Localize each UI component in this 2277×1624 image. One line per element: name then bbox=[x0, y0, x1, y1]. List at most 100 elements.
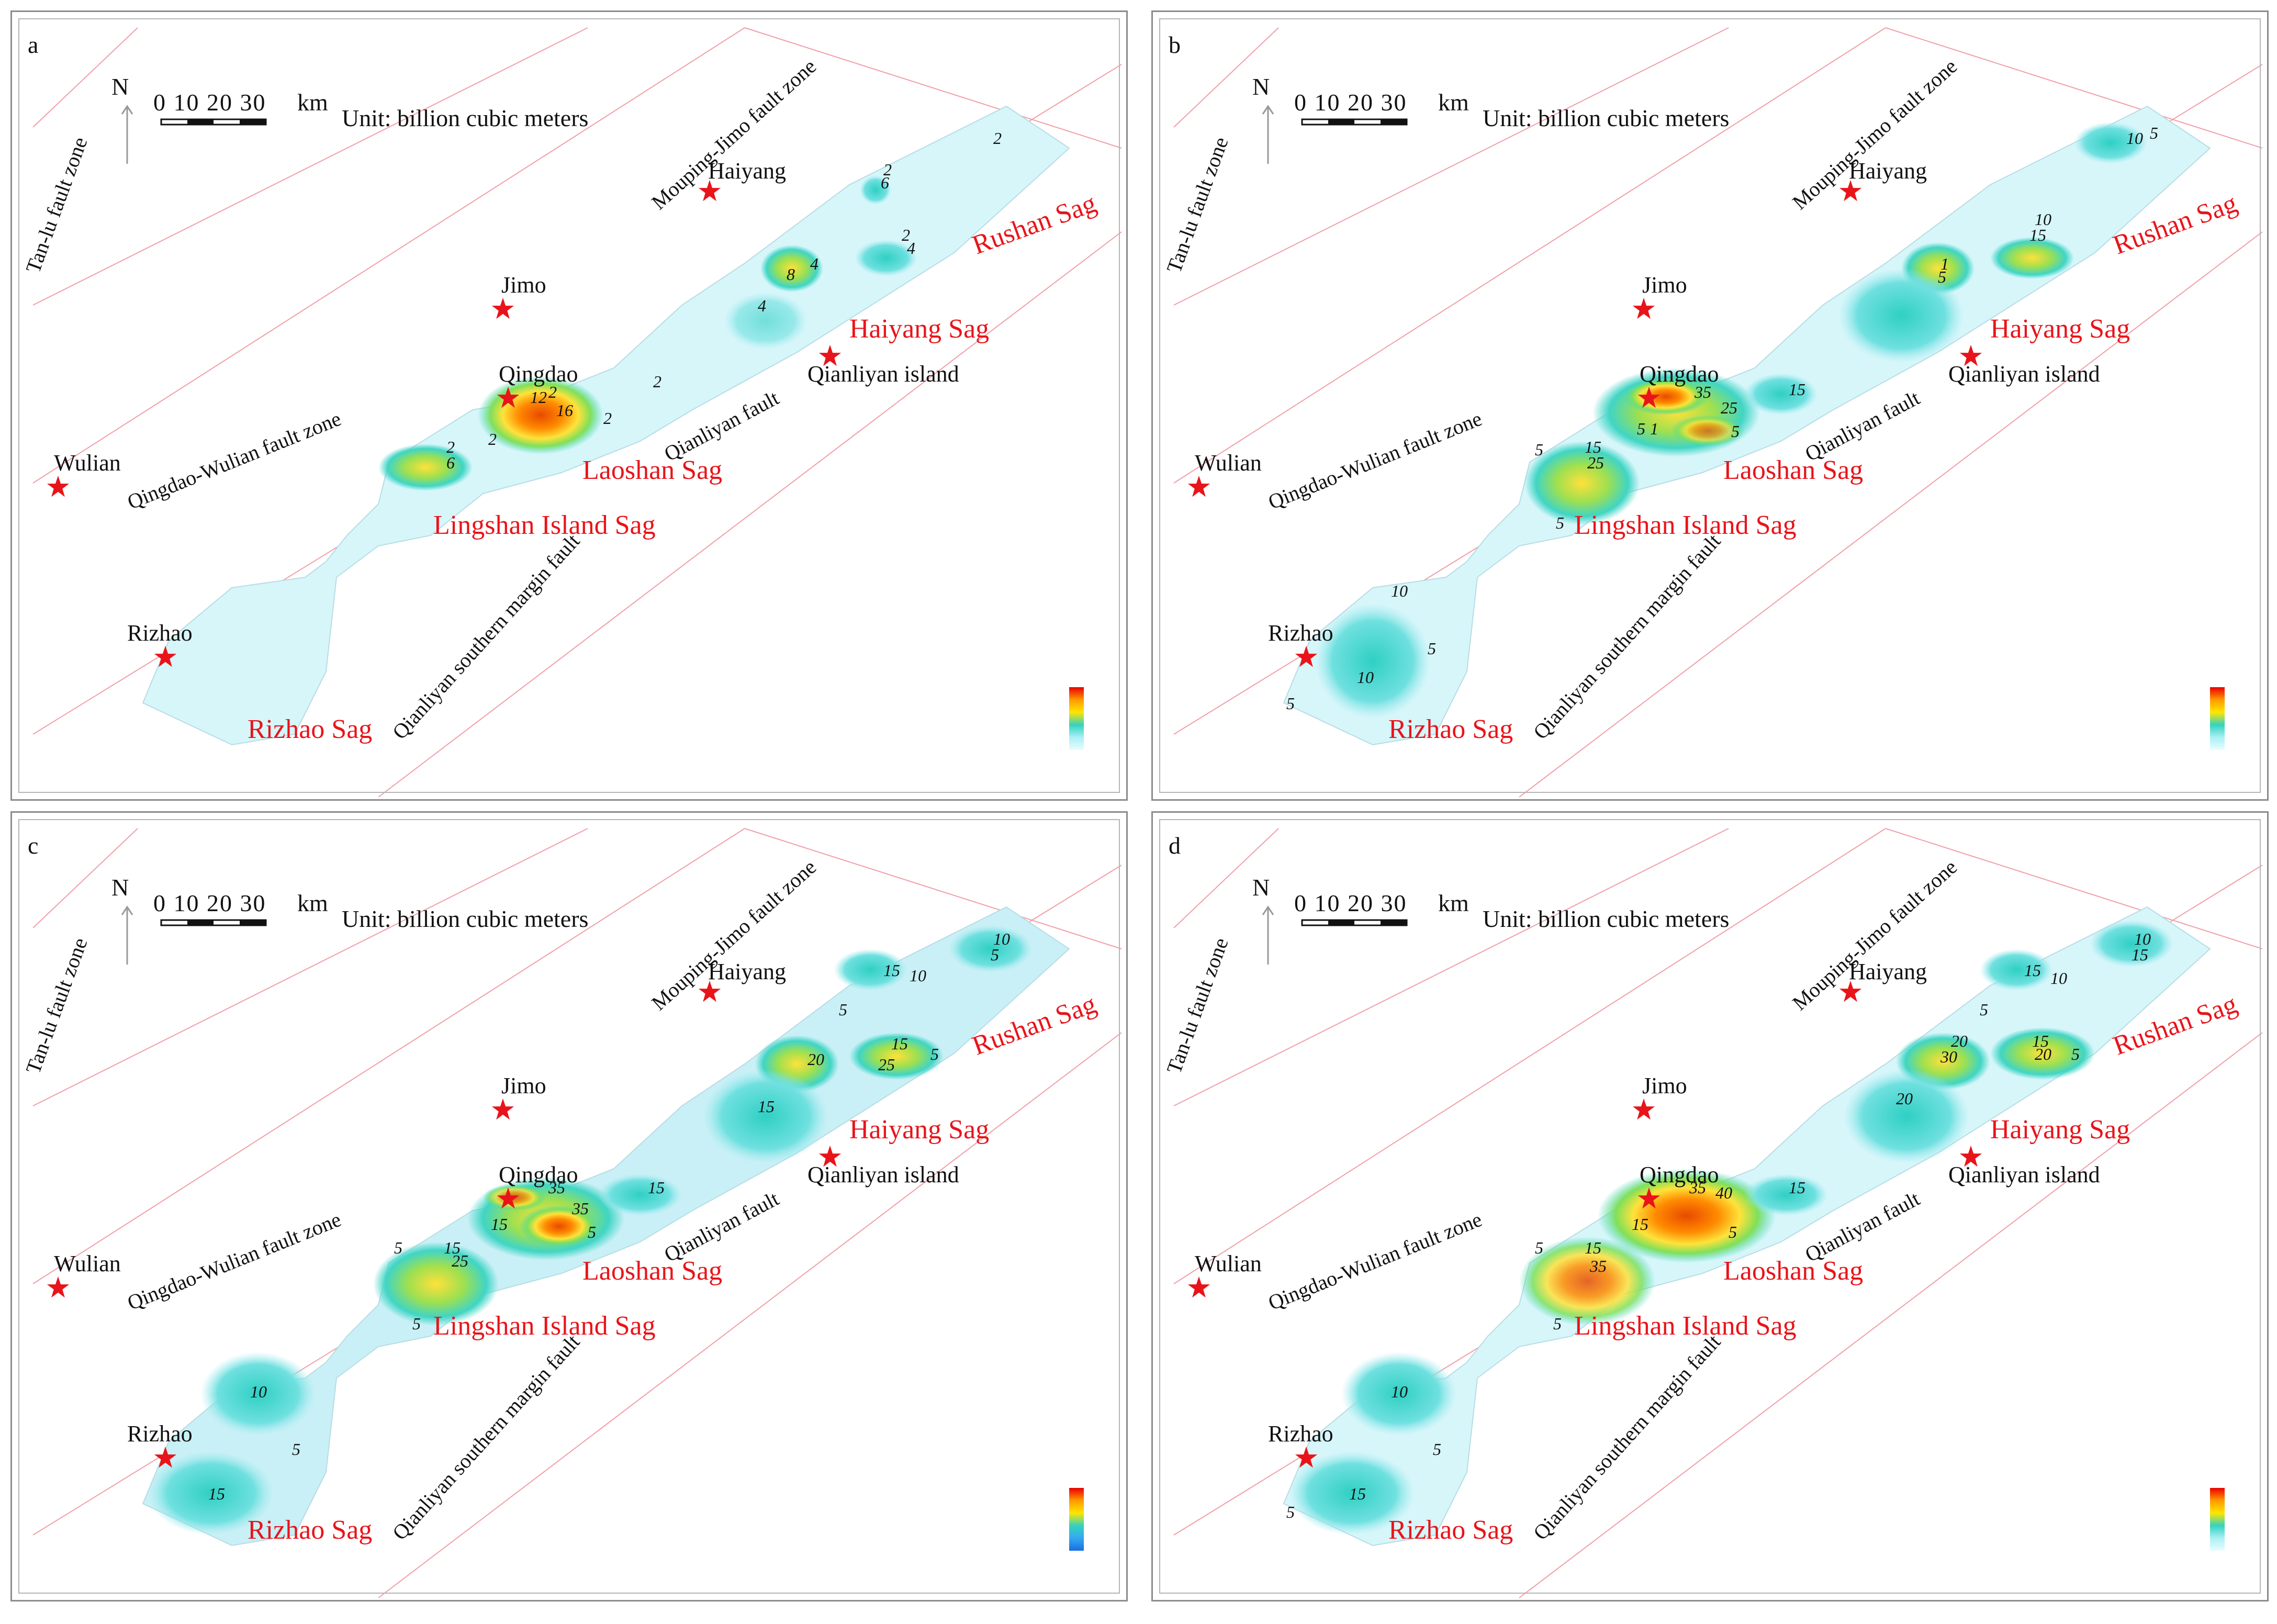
basin-outline bbox=[142, 105, 1070, 746]
color-legend bbox=[2210, 687, 2225, 750]
contour-label: 5 bbox=[1428, 639, 1436, 658]
panel-letter: c bbox=[28, 832, 39, 859]
contour-label: 5 bbox=[1553, 1314, 1562, 1333]
color-legend bbox=[1069, 687, 1084, 750]
contour-label: 10 bbox=[910, 966, 926, 985]
contour-label: 4 bbox=[810, 254, 818, 273]
north-arrow-icon bbox=[121, 105, 133, 164]
contour-label: 5 bbox=[991, 945, 999, 964]
contour-label: 10 bbox=[2126, 129, 2143, 148]
unit-label: Unit: billion cubic meters bbox=[1483, 905, 1730, 932]
contour-label: 25 bbox=[452, 1251, 468, 1270]
contour-label: 5 bbox=[1286, 1503, 1295, 1521]
sag-haiyang: Haiyang Sag bbox=[849, 1115, 990, 1145]
city-wulian: Wulian bbox=[54, 450, 121, 476]
unit-label: Unit: billion cubic meters bbox=[1483, 105, 1730, 131]
city-jimo: Jimo bbox=[1642, 272, 1687, 298]
north-arrow-icon bbox=[121, 905, 133, 965]
city-qianliyan: Qianliyan island bbox=[807, 1162, 959, 1188]
contour-label: 15 bbox=[2024, 961, 2041, 980]
contour-label: 15 bbox=[1789, 1178, 1805, 1197]
map-panel-c: c N 0 10 20 30 km Unit: billion cubic me… bbox=[10, 811, 1128, 1601]
city-rizhao: Rizhao bbox=[127, 620, 193, 646]
panel-letter: b bbox=[1169, 31, 1181, 58]
contour-label: 5 bbox=[1556, 513, 1564, 532]
contour-label: 20 bbox=[1951, 1032, 1968, 1050]
contour-label: 30 bbox=[1941, 1047, 1957, 1066]
panel-letter: a bbox=[28, 31, 39, 58]
north-arrow-icon bbox=[1262, 905, 1274, 965]
contour-label: 5 bbox=[1729, 1223, 1737, 1241]
contour-label: 10 bbox=[1391, 1382, 1408, 1401]
city-qingdao: Qingdao bbox=[1640, 361, 1719, 387]
contour-label: 5 bbox=[292, 1440, 300, 1459]
contour-label: 4 bbox=[907, 239, 915, 257]
contour-label: 15 bbox=[2132, 945, 2148, 964]
contour-label: 8 bbox=[787, 265, 795, 284]
contour-label: 35 bbox=[1590, 1257, 1607, 1275]
contour-label: 5 bbox=[2150, 124, 2158, 142]
scale-unit: km bbox=[297, 89, 328, 116]
city-haiyang: Haiyang bbox=[1849, 158, 1927, 184]
contour-label: 5 bbox=[1535, 1238, 1543, 1257]
sag-lingshan: Lingshan Island Sag bbox=[433, 510, 656, 540]
north-label: N bbox=[1252, 874, 1270, 901]
scale-bar bbox=[160, 118, 267, 126]
city-qingdao: Qingdao bbox=[499, 1162, 578, 1188]
sag-haiyang: Haiyang Sag bbox=[1990, 314, 2130, 344]
city-wulian: Wulian bbox=[54, 1251, 121, 1276]
contour-label: 5 bbox=[1433, 1440, 1441, 1459]
contour-label: 40 bbox=[1715, 1183, 1732, 1202]
contour-label: 10 bbox=[2050, 969, 2067, 988]
city-qianliyan: Qianliyan island bbox=[807, 361, 959, 387]
city-wulian: Wulian bbox=[1195, 450, 1262, 476]
contour-label: 5 bbox=[1286, 694, 1295, 713]
contour-label: 5 bbox=[839, 1000, 847, 1019]
contour-label: 35 bbox=[548, 1178, 565, 1197]
sag-laoshan: Laoshan Sag bbox=[582, 455, 723, 485]
sag-rizhao: Rizhao Sag bbox=[1388, 1515, 1513, 1545]
contour-label: 2 bbox=[446, 438, 455, 456]
contour-label: 10 bbox=[250, 1382, 267, 1401]
sag-lingshan: Lingshan Island Sag bbox=[433, 1311, 656, 1341]
contour-label: 25 bbox=[1721, 398, 1737, 417]
sag-lingshan: Lingshan Island Sag bbox=[1574, 1311, 1797, 1341]
contour-label: 15 bbox=[208, 1484, 225, 1503]
contour-label: 10 bbox=[1357, 668, 1374, 687]
contour-label: 15 bbox=[444, 1238, 461, 1257]
city-haiyang: Haiyang bbox=[1849, 959, 1927, 984]
sag-rizhao: Rizhao Sag bbox=[248, 714, 373, 744]
contour-label: 5 bbox=[1731, 422, 1740, 441]
contour-label: 2 bbox=[488, 430, 497, 449]
contour-label: 2 bbox=[902, 226, 910, 244]
contour-label: 12 bbox=[530, 388, 547, 407]
unit-label: Unit: billion cubic meters bbox=[342, 905, 589, 932]
north-label: N bbox=[111, 73, 129, 100]
city-qianliyan: Qianliyan island bbox=[1948, 361, 2100, 387]
city-qingdao: Qingdao bbox=[1640, 1162, 1719, 1188]
contour-label: 25 bbox=[878, 1055, 895, 1074]
contour-label: 35 bbox=[1689, 1178, 1706, 1197]
city-haiyang: Haiyang bbox=[708, 158, 787, 184]
contour-label: 15 bbox=[491, 1215, 508, 1234]
unit-label: Unit: billion cubic meters bbox=[342, 105, 589, 131]
scale-unit: km bbox=[1438, 89, 1469, 116]
contour-label: 15 bbox=[1789, 380, 1805, 399]
city-qianliyan: Qianliyan island bbox=[1948, 1162, 2100, 1188]
city-wulian: Wulian bbox=[1195, 1251, 1262, 1276]
contour-label: 20 bbox=[807, 1050, 824, 1069]
contour-label: 1 bbox=[1941, 254, 1949, 273]
contour-label: 2 bbox=[883, 160, 892, 179]
contour-label: 4 bbox=[758, 296, 766, 315]
map-panel-b: b N 0 10 20 30 km Unit: billion cubic me… bbox=[1151, 10, 2269, 801]
scale-bar bbox=[1301, 919, 1408, 926]
contour-label: 10 bbox=[1391, 581, 1408, 600]
contour-label: 25 bbox=[1587, 453, 1604, 472]
sag-laoshan: Laoshan Sag bbox=[582, 1256, 723, 1286]
contour-label: 2 bbox=[653, 372, 661, 391]
contour-label: 10 bbox=[2134, 929, 2151, 948]
north-label: N bbox=[1252, 73, 1270, 100]
color-legend bbox=[1069, 1488, 1084, 1551]
contour-label: 10 bbox=[993, 929, 1010, 948]
scale-unit: km bbox=[1438, 890, 1469, 916]
